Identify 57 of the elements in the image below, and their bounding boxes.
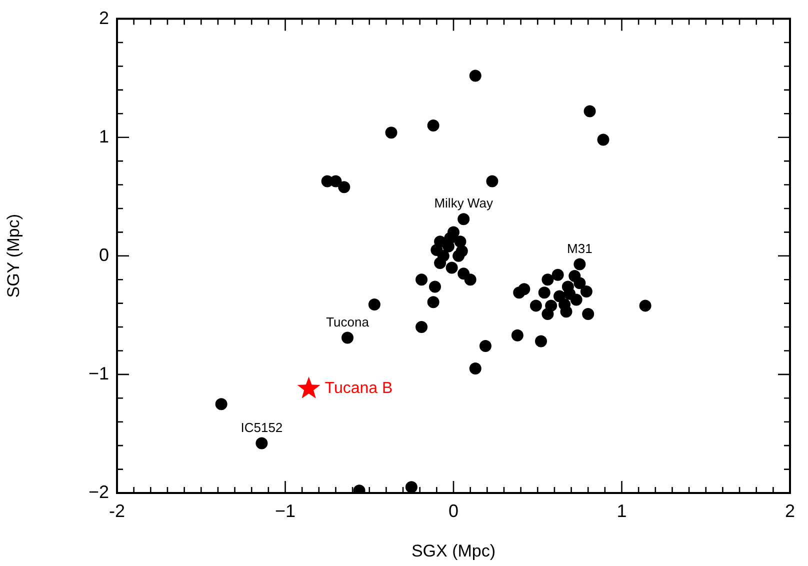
point [582,308,594,320]
point [338,181,350,194]
x-tick-label: 1 [616,500,627,521]
point [511,329,524,342]
legend-label: Tucana B [324,380,393,398]
point [256,437,268,450]
y-tick-label: 0 [98,244,109,265]
point [416,321,428,334]
y-tick-label: −2 [88,482,109,502]
point [385,126,398,139]
point [542,308,554,320]
y-tick-label: 1 [98,126,109,146]
point [446,262,458,274]
point [518,283,530,296]
annotation: Milky Way [434,196,494,211]
point [469,362,482,375]
point [560,306,572,318]
point [564,288,576,300]
point [368,298,380,311]
point [456,245,468,258]
point [427,296,440,308]
point [458,213,470,226]
point [428,280,441,293]
x-tick-label: 0 [448,500,459,521]
x-tick-label: −1 [274,500,296,521]
point [479,340,492,352]
point [437,250,450,262]
point [597,134,610,146]
point [342,332,354,344]
y-tick-label: 2 [98,8,109,28]
point [574,277,586,290]
y-axis-title: SGY (Mpc) [4,214,23,298]
point [416,274,428,286]
point [215,398,228,410]
point [534,335,547,348]
x-axis-title: SGX (Mpc) [411,541,496,560]
point [574,258,586,270]
point [580,285,592,298]
point [530,300,542,312]
point [464,274,476,286]
point [584,105,596,118]
point [444,232,456,244]
point [297,376,320,398]
y-tick-label: −1 [88,363,109,384]
x-tick-label: 2 [784,500,796,521]
annotation: IC5152 [240,420,283,435]
x-tick-label: -2 [108,500,126,521]
point [405,481,418,493]
point [639,300,652,312]
point [469,70,482,82]
point [542,274,554,286]
annotation: Tucona [326,314,370,330]
point [486,175,498,188]
annotation: M31 [567,240,592,256]
point [538,286,550,299]
point [552,268,564,281]
point [427,119,440,132]
